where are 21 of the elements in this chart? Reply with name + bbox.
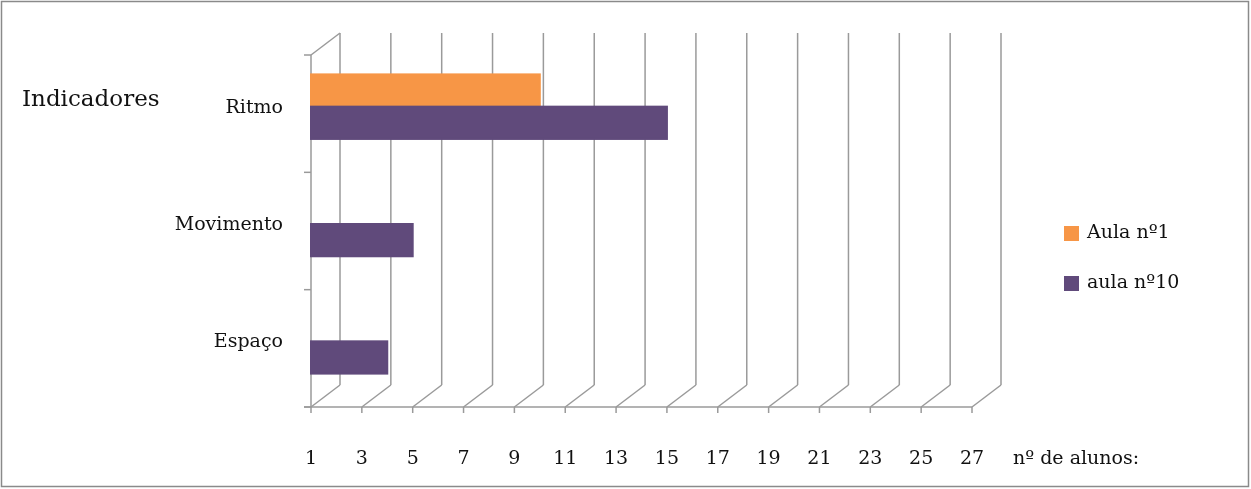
y-axis-title: Indicadores <box>22 85 160 111</box>
x-tick-label: 23 <box>858 446 883 468</box>
y-tick-label: Espaço <box>213 329 283 352</box>
y-tick-label: Ritmo <box>225 94 283 117</box>
x-tick-label: 9 <box>508 446 521 468</box>
x-tick-label: 1 <box>304 446 318 468</box>
x-tick-label: 25 <box>909 446 934 468</box>
legend-label: Aula nº1 <box>1086 220 1170 242</box>
x-axis-title: nº de alunos: <box>1013 446 1140 468</box>
x-tick-label: 17 <box>705 446 730 468</box>
y-tick-label: Movimento <box>174 212 283 234</box>
x-tick-label: 21 <box>807 446 832 468</box>
x-tick-label: 11 <box>553 446 578 468</box>
x-tick-label: 7 <box>457 446 470 468</box>
x-tick-label: 19 <box>756 446 781 468</box>
legend-label: aula nº10 <box>1087 270 1180 292</box>
x-tick-label: 15 <box>654 446 680 468</box>
x-tick-label: 27 <box>959 446 985 468</box>
x-tick-label: 5 <box>406 446 419 468</box>
x-tick-label: 13 <box>603 446 629 468</box>
x-tick-label: 3 <box>355 446 368 468</box>
